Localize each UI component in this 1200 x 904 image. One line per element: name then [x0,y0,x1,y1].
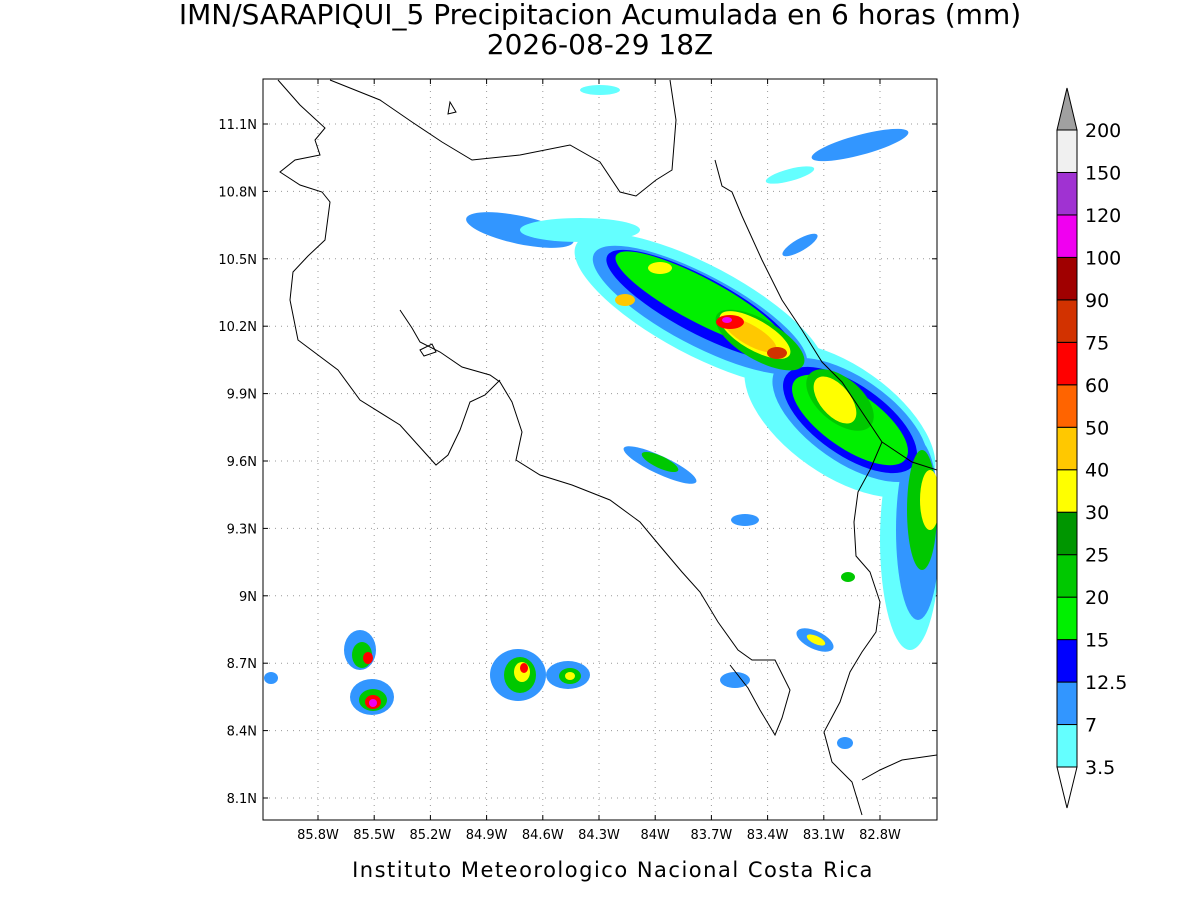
colorbar-label: 120 [1085,205,1121,227]
precipitation [264,85,937,749]
lat-tick-label: 11.1N [218,118,257,133]
colorbar-swatch [1056,554,1078,598]
colorbar-under [1056,766,1078,809]
lat-tick-label: 9N [239,590,257,605]
colorbar-label: 20 [1085,587,1109,609]
colorbar-swatch [1056,214,1078,258]
colorbar-swatch [1056,596,1078,641]
lon-tick-label: 85.5W [353,828,395,843]
lon-tick-label: 82.8W [859,828,901,843]
subtitle: 2026-08-29 18Z [487,28,713,61]
colorbar-swatch [1056,681,1078,726]
lat-tick-label: 8.4N [227,725,257,740]
colorbar-swatch [1056,511,1078,556]
lat-tick-label: 10.2N [218,320,257,335]
colorbar-label: 40 [1085,460,1109,482]
colorbar-swatch [1056,171,1078,216]
lat-tick-label: 9.9N [227,388,257,403]
lon-tick-label: 83.4W [747,828,789,843]
lon-tick-label: 85.8W [297,828,339,843]
lat-tick-label: 9.3N [227,522,257,537]
coastlines [277,79,937,816]
lon-tick-label: 83.7W [690,828,732,843]
colorbar-over [1056,87,1078,131]
colorbar-label: 15 [1085,630,1109,652]
colorbar-label: 90 [1085,290,1109,312]
colorbar-label: 3.5 [1085,757,1115,779]
colorbar-label: 25 [1085,545,1109,567]
lat-tick-label: 8.1N [227,792,257,807]
colorbar-label: 12.5 [1085,672,1127,694]
title: IMN/SARAPIQUI_5 Precipitacion Acumulada … [179,0,1021,31]
colorbar-swatch [1056,426,1078,471]
lat-tick-label: 8.7N [227,657,257,672]
map-frame [262,78,938,821]
colorbar-label: 30 [1085,502,1109,524]
colorbar-label: 60 [1085,375,1109,397]
lat-tick-label: 9.6N [227,455,257,470]
colorbar-swatch [1056,469,1078,513]
lat-tick-label: 10.5N [218,253,257,268]
lon-tick-label: 84.9W [466,828,508,843]
lon-tick-label: 84.6W [522,828,564,843]
colorbar-label: 100 [1085,247,1121,269]
colorbar-label: 200 [1085,120,1121,142]
colorbar-swatch [1056,724,1078,768]
lat-tick-label: 10.8N [218,185,257,200]
footer: Instituto Meteorologico Nacional Costa R… [352,858,874,882]
lon-tick-label: 83.1W [803,828,845,843]
colorbar-swatch [1056,384,1078,428]
colorbar-swatch [1056,256,1078,301]
lon-tick-label: 84W [640,828,670,843]
colorbar-label: 75 [1085,332,1109,354]
colorbar-label: 50 [1085,417,1109,439]
grid: 11.1N 10.8N 10.5N 10.2N 9.9N 9.6N 9.3N 9N 8.7N 8.… [218,79,937,843]
colorbar-label: 150 [1085,162,1121,184]
colorbar-swatch [1056,341,1078,386]
lon-tick-label: 84.3W [578,828,620,843]
colorbar: 3.5 7 12.5 15 20 25 30 40 50 60 75 90 100 120 150 200 [1056,87,1127,809]
lon-tick-label: 85.2W [409,828,451,843]
colorbar-swatch [1056,299,1078,343]
colorbar-swatch [1056,129,1078,173]
colorbar-label: 7 [1085,715,1097,737]
colorbar-swatch [1056,639,1078,683]
